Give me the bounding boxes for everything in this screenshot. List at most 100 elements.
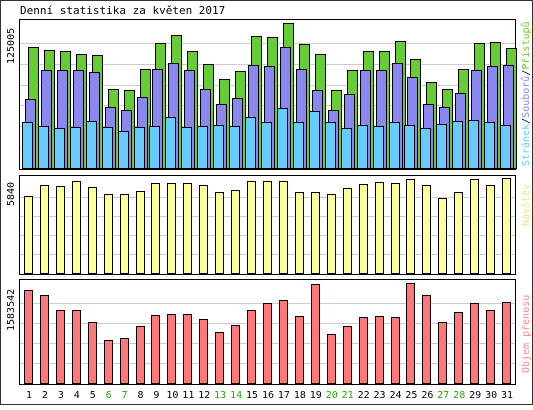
bar-day-23 (375, 316, 384, 384)
bar-stránek-day-21 (341, 128, 352, 169)
legend-hits: Přístupů (520, 21, 532, 69)
bar-stránek-day-30 (484, 122, 495, 169)
chart-title: Denní statistika za květen 2017 (20, 4, 225, 17)
bar-stránek-day-3 (54, 128, 65, 169)
day-label-12: 12 (198, 390, 210, 401)
bar-day-21 (343, 188, 352, 274)
day-label-16: 16 (262, 390, 274, 401)
day-label-31: 31 (501, 390, 513, 401)
bar-stránek-day-2 (38, 126, 49, 169)
bar-day-25 (406, 283, 415, 384)
bar-stránek-day-1 (22, 122, 33, 169)
bar-day-14 (231, 325, 240, 384)
bar-day-27 (438, 198, 447, 274)
day-label-17: 17 (278, 390, 290, 401)
day-label-25: 25 (405, 390, 417, 401)
day-label-8: 8 (138, 390, 144, 401)
bar-day-20 (327, 194, 336, 274)
bar-day-29 (470, 303, 479, 384)
bar-day-6 (104, 340, 113, 384)
hits-files-pages-panel: 125005 Stránek/Souborů/Přístupů (6, 19, 532, 170)
bar-stránek-day-25 (404, 125, 415, 169)
bar-day-15 (247, 181, 256, 274)
bar-stránek-day-8 (134, 127, 145, 169)
visits-panel: 5840 Návštěv (6, 175, 532, 275)
day-label-23: 23 (374, 390, 386, 401)
bar-day-8 (136, 326, 145, 384)
bar-day-4 (72, 181, 81, 274)
bar-stránek-day-11 (181, 127, 192, 169)
bar-day-31 (502, 178, 511, 274)
bar-stránek-day-24 (389, 122, 400, 169)
day-labels: 1 2 3 4 5 6 7 8 9 10 11 12 13 14 15 16 17 18 19 20 21 22 23 24 2… (26, 390, 513, 401)
day-label-21: 21 (342, 390, 354, 401)
bar-day-26 (422, 185, 431, 274)
bar-day-17 (279, 181, 288, 274)
bar-day-9 (151, 315, 160, 384)
bar-stránek-day-14 (229, 126, 240, 169)
bar-day-3 (56, 186, 65, 274)
bar-day-19 (311, 192, 320, 274)
day-label-11: 11 (182, 390, 194, 401)
panel-3-ymax-label: 1583542 (6, 289, 17, 331)
bar-day-4 (72, 310, 81, 384)
bar-day-7 (120, 338, 129, 384)
bar-day-24 (391, 317, 400, 384)
bar-stránek-day-29 (468, 120, 479, 169)
bar-stránek-day-26 (420, 128, 431, 169)
bar-day-22 (359, 184, 368, 274)
panel-3-legend: Objem přenosu (520, 295, 532, 373)
bar-day-17 (279, 300, 288, 384)
panel-1-ymax-label: 125005 (6, 28, 17, 64)
bar-day-28 (454, 192, 463, 274)
bar-day-20 (327, 334, 336, 384)
bar-day-5 (88, 322, 97, 384)
day-label-29: 29 (469, 390, 481, 401)
bar-day-13 (215, 332, 224, 384)
bar-day-15 (247, 310, 256, 384)
bar-day-19 (311, 284, 320, 384)
bar-day-6 (104, 194, 113, 274)
legend-pages: Stránek (520, 124, 532, 166)
day-label-4: 4 (74, 390, 80, 401)
bar-stránek-day-9 (149, 126, 160, 169)
bar-day-30 (486, 185, 495, 274)
bar-day-12 (199, 319, 208, 384)
day-label-7: 7 (122, 390, 128, 401)
day-label-18: 18 (294, 390, 306, 401)
day-label-19: 19 (310, 390, 322, 401)
day-label-1: 1 (26, 390, 32, 401)
bar-day-13 (215, 192, 224, 274)
bar-stránek-day-31 (500, 125, 511, 169)
bar-day-2 (40, 185, 49, 274)
bar-stránek-day-12 (197, 126, 208, 169)
day-label-2: 2 (42, 390, 48, 401)
bar-day-26 (422, 295, 431, 384)
day-label-9: 9 (153, 390, 159, 401)
panel-2-ymax-label: 5840 (6, 182, 17, 206)
bar-day-11 (183, 314, 192, 384)
bar-stránek-day-6 (102, 127, 113, 169)
bar-stránek-day-15 (245, 117, 256, 169)
bar-day-7 (120, 194, 129, 274)
bar-day-10 (167, 314, 176, 384)
bar-day-25 (406, 179, 415, 274)
day-label-24: 24 (389, 390, 401, 401)
bar-day-27 (438, 322, 447, 384)
bar-day-30 (486, 310, 495, 384)
bar-day-14 (231, 190, 240, 274)
day-label-14: 14 (230, 390, 242, 401)
bar-stránek-day-27 (436, 124, 447, 169)
bar-day-29 (470, 179, 479, 274)
day-label-30: 30 (485, 390, 497, 401)
bar-stránek-day-17 (277, 108, 288, 169)
bar-stránek-day-28 (452, 121, 463, 169)
bar-day-16 (263, 181, 272, 274)
bar-day-8 (136, 191, 145, 274)
day-label-3: 3 (58, 390, 64, 401)
bar-day-28 (454, 312, 463, 384)
day-label-5: 5 (90, 390, 96, 401)
bar-day-24 (391, 183, 400, 274)
